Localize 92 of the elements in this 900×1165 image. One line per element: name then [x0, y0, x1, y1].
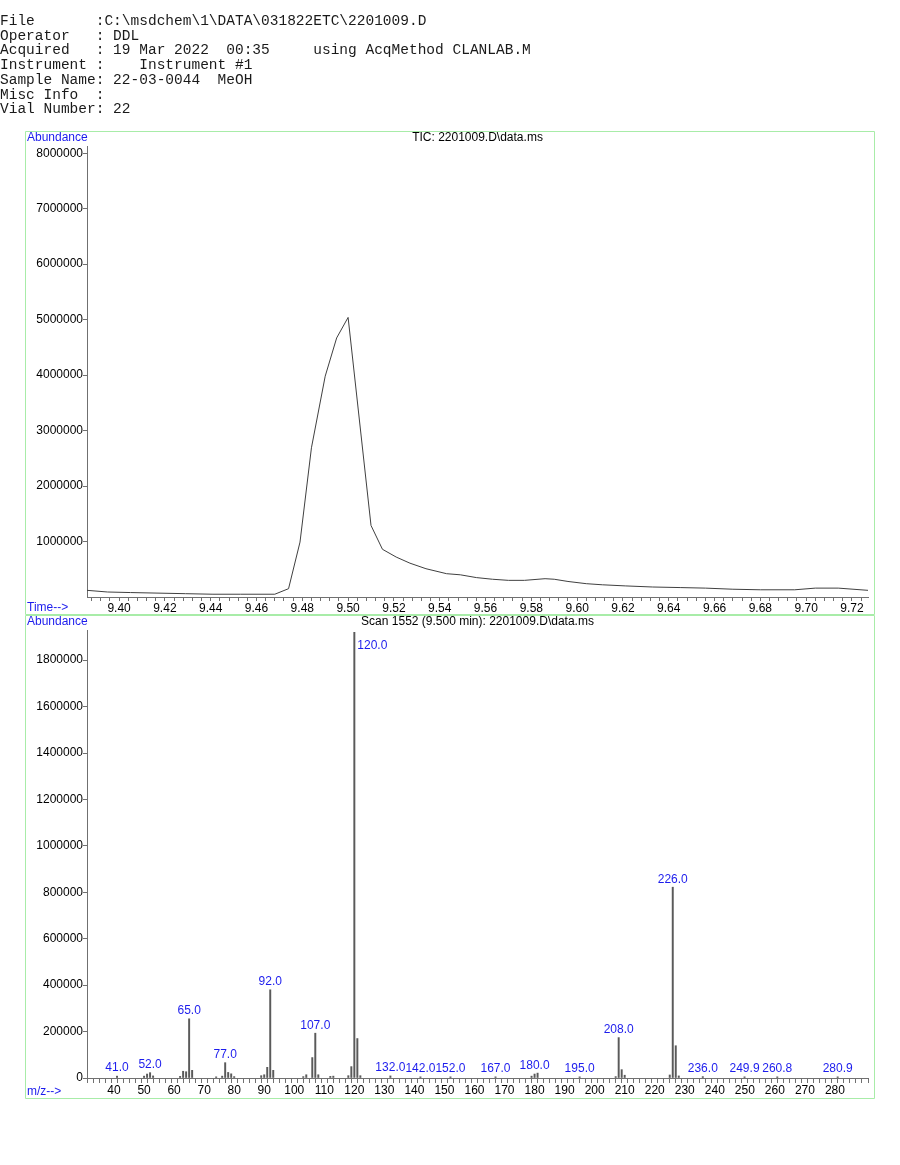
y-tick-label: 3000000 [36, 422, 84, 437]
chart-title: TIC: 2201009.D\data.ms [412, 130, 543, 145]
annotation: 180.0 [519, 1058, 550, 1073]
annotation: 152.0 [435, 1061, 466, 1076]
x-tick-label: 9.46 [244, 600, 269, 615]
text: Instrument : Instrument #1 [0, 57, 254, 74]
x-tick-label: 210 [614, 1082, 636, 1097]
x-tick-label: 170 [494, 1082, 515, 1097]
y-tick-label: 1400000 [36, 745, 84, 760]
text: Vial Number: 22 [0, 101, 132, 118]
y-tick-label: 1000000 [36, 533, 84, 548]
text: Misc Info : [0, 86, 106, 103]
x-tick-label: 9.58 [519, 600, 544, 615]
x-tick-label: 130 [374, 1082, 395, 1097]
annotation: 52.0 [138, 1056, 163, 1071]
y-tick-label: 2000000 [36, 478, 84, 493]
y-tick-label: 200000 [42, 1023, 84, 1038]
x-tick-label: 190 [554, 1082, 575, 1097]
annotation: 107.0 [300, 1017, 331, 1032]
x-tick-label: 150 [434, 1082, 455, 1097]
x-tick-label: 9.50 [336, 600, 361, 615]
annotation: 77.0 [213, 1046, 238, 1061]
y-tick-label: 8000000 [36, 145, 84, 160]
y-tick-label: 1200000 [36, 791, 84, 806]
x-tick-label: 9.68 [748, 600, 773, 615]
annotation: 167.0 [480, 1061, 511, 1076]
x-tick-label: 270 [794, 1082, 816, 1097]
y-tick-label: 7000000 [36, 201, 84, 215]
x-tick-label: 260 [764, 1082, 786, 1097]
x-tick-label: 9.62 [611, 600, 635, 615]
annotation: 280.9 [822, 1061, 853, 1076]
annotation: 226.0 [657, 871, 689, 886]
x-tick-label: 9.60 [565, 600, 590, 615]
y-tick-label: 5000000 [36, 311, 84, 326]
annotation: 120.0 [357, 638, 388, 653]
annotation: 132.0 [375, 1060, 406, 1075]
chart-title: Scan 1552 (9.500 min): 2201009.D\data.ms [361, 614, 594, 629]
x-tick-label: 40 [107, 1082, 122, 1097]
annotation: 92.0 [258, 974, 283, 989]
text: Sample Name: 22-03-0044 MeOH [0, 71, 254, 88]
x-axis-title: m/z--> [27, 1084, 62, 1099]
annotation: 65.0 [177, 1003, 202, 1018]
x-axis-title: Time--> [27, 600, 69, 615]
annotation: 260.8 [762, 1061, 793, 1076]
x-tick-label: 120 [344, 1082, 365, 1097]
x-tick-label: 9.66 [702, 600, 727, 615]
x-tick-label: 9.72 [840, 600, 864, 615]
y-tick-label: 800000 [42, 884, 84, 899]
x-tick-label: 9.64 [657, 600, 681, 615]
x-tick-label: 110 [314, 1082, 335, 1097]
y-tick-label: 4000000 [36, 367, 84, 382]
x-tick-label: 80 [227, 1082, 242, 1097]
y-tick-label: 1000000 [36, 838, 84, 853]
annotation: 249.9 [729, 1061, 760, 1076]
y-tick-label: 600000 [42, 931, 84, 946]
text: Acquired : 19 Mar 2022 00:35 using AcqMethod CLANLAB.M [0, 42, 531, 59]
x-tick-label: 9.44 [199, 600, 223, 615]
y-tick-label: 1800000 [36, 652, 84, 667]
annotation: 236.0 [687, 1060, 719, 1075]
x-tick-label: 90 [257, 1082, 272, 1097]
x-tick-label: 160 [464, 1082, 485, 1097]
annotation: 142.0 [405, 1061, 436, 1076]
x-tick-label: 9.54 [428, 600, 452, 615]
y-tick-label: 400000 [42, 977, 84, 992]
x-tick-label: 230 [674, 1082, 696, 1097]
x-tick-label: 9.56 [473, 600, 498, 615]
annotation: 41.0 [105, 1060, 130, 1075]
x-tick-label: 60 [167, 1082, 182, 1097]
y-axis-title: Abundance [27, 130, 89, 145]
x-tick-label: 9.52 [382, 600, 406, 615]
y-tick-label: 1600000 [36, 698, 84, 713]
y-axis-title: Abundance [27, 614, 89, 629]
x-tick-label: 9.40 [107, 600, 132, 615]
y-tick-label: 6000000 [36, 256, 84, 271]
x-tick-label: 50 [137, 1082, 152, 1097]
x-tick-label: 180 [524, 1082, 545, 1097]
text: File :C:\msdchem\1\DATA\031822ETC\2201009.D [0, 13, 428, 29]
x-tick-label: 200 [584, 1082, 605, 1097]
x-tick-label: 70 [197, 1082, 212, 1097]
annotation: 208.0 [603, 1021, 635, 1036]
y-tick-label: 0 [76, 1070, 84, 1085]
x-tick-label: 280 [824, 1082, 846, 1097]
text: Operator : DDL [0, 27, 141, 44]
x-tick-label: 9.70 [794, 600, 819, 615]
x-tick-label: 220 [644, 1082, 666, 1097]
annotation: 195.0 [564, 1061, 595, 1076]
x-tick-label: 9.48 [290, 600, 315, 615]
x-tick-label: 100 [284, 1082, 305, 1097]
x-tick-label: 240 [704, 1082, 726, 1097]
x-tick-label: 250 [734, 1082, 756, 1097]
x-tick-label: 140 [404, 1082, 425, 1097]
x-tick-label: 9.42 [153, 600, 177, 615]
